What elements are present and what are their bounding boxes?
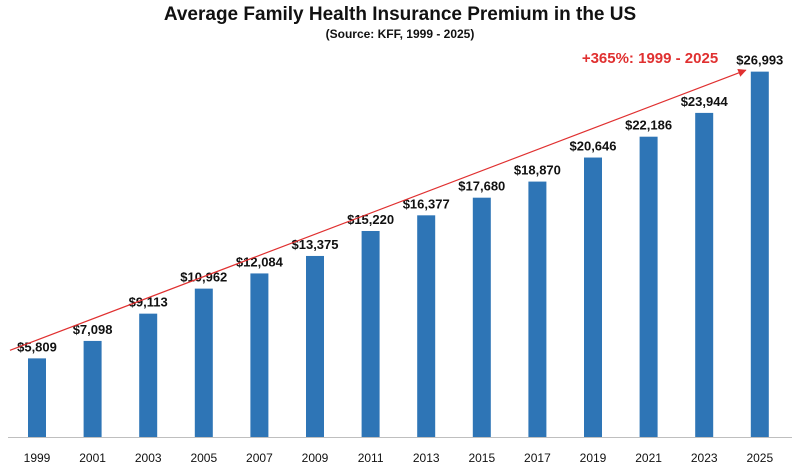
- growth-annotation: +365%: 1999 - 2025: [581, 50, 719, 67]
- x-tick-2003: 2003: [135, 451, 162, 465]
- value-label-2017: $18,870: [514, 163, 561, 178]
- bar-2025: [750, 71, 769, 437]
- value-label-2019: $20,646: [570, 139, 617, 154]
- x-tick-2009: 2009: [302, 451, 329, 465]
- value-label-2021: $22,186: [625, 118, 672, 133]
- value-label-2001: $7,098: [73, 322, 113, 337]
- bar-2005: [194, 288, 213, 437]
- bar-2011: [361, 230, 380, 437]
- value-label-1999: $5,809: [17, 339, 57, 354]
- x-tick-2001: 2001: [79, 451, 106, 465]
- bar-2019: [584, 157, 602, 438]
- value-label-2015: $17,680: [458, 179, 505, 194]
- bar-2003: [139, 313, 158, 437]
- x-tick-2021: 2021: [635, 451, 662, 465]
- bar-1999: [28, 358, 46, 437]
- bar-2021: [639, 136, 658, 437]
- value-label-2009: $13,375: [292, 237, 339, 252]
- trend-arrow: [9, 68, 747, 351]
- value-label-2025: $26,993: [736, 53, 783, 68]
- x-tick-2019: 2019: [580, 451, 607, 465]
- x-tick-2023: 2023: [691, 451, 718, 465]
- bar-2009: [306, 255, 324, 437]
- value-label-2023: $23,944: [681, 94, 729, 109]
- value-label-2007: $12,084: [236, 254, 284, 269]
- x-tick-2011: 2011: [358, 451, 384, 465]
- value-label-2013: $16,377: [403, 196, 450, 211]
- bar-2001: [83, 340, 102, 437]
- x-tick-2013: 2013: [413, 451, 440, 465]
- bar-2015: [472, 197, 491, 437]
- bar-2007: [250, 273, 269, 437]
- x-tick-2017: 2017: [524, 451, 551, 465]
- x-tick-2025: 2025: [746, 451, 773, 465]
- x-tick-1999: 1999: [24, 451, 51, 465]
- value-label-2003: $9,113: [129, 295, 168, 310]
- x-tick-2007: 2007: [246, 451, 273, 465]
- bar-2023: [695, 112, 714, 438]
- x-tick-2005: 2005: [190, 451, 217, 465]
- value-label-2011: $15,220: [347, 212, 394, 227]
- chart-title: Average Family Health Insurance Premium …: [163, 4, 637, 25]
- bar-2013: [417, 215, 436, 437]
- chart-subtitle: (Source: KFF, 1999 - 2025): [325, 27, 475, 41]
- x-tick-2015: 2015: [468, 451, 495, 465]
- bar-2017: [528, 181, 547, 437]
